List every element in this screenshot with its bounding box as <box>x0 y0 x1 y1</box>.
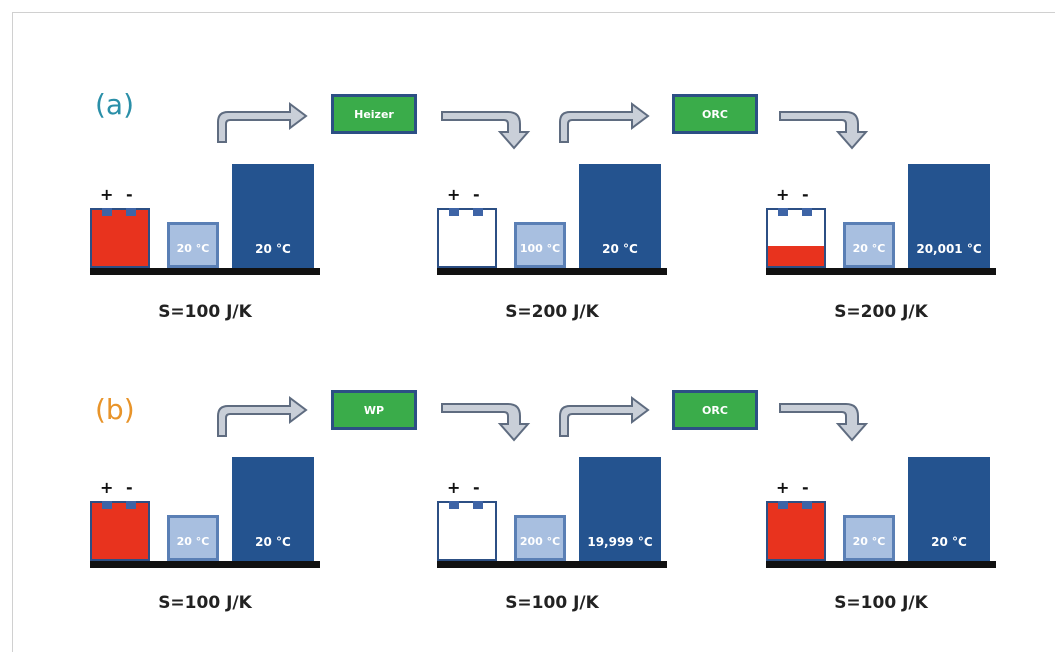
small-reservoir: 20 °C <box>167 222 219 268</box>
battery-terminal-minus <box>126 501 136 509</box>
minus-sign: - <box>802 185 809 204</box>
arrow-from-device-1 <box>441 403 531 442</box>
plus-sign: + <box>447 478 461 497</box>
minus-sign: - <box>126 185 133 204</box>
minus-sign: - <box>126 478 133 497</box>
big-reservoir: 19,999 °C <box>579 457 661 561</box>
small-reservoir: 200 °C <box>514 515 566 561</box>
big-reservoir: 20 °C <box>579 164 661 268</box>
entropy-a3: S=200 J/K <box>834 302 928 322</box>
big-reservoir: 20 °C <box>232 164 314 268</box>
stage-a2: + - 100 °C 20 °C <box>437 145 677 275</box>
arrow-to-device-2 <box>559 396 650 437</box>
plus-sign: + <box>100 478 114 497</box>
diagram-frame <box>12 12 1055 652</box>
stage-a3: + - 20 °C 20,001 °C <box>766 145 1006 275</box>
battery <box>437 208 497 268</box>
ground-line <box>766 561 996 568</box>
big-reservoir: 20 °C <box>232 457 314 561</box>
arrow-from-device-2 <box>779 111 869 150</box>
entropy-b3: S=100 J/K <box>834 593 928 613</box>
battery-terminal-plus <box>778 208 788 216</box>
battery <box>90 501 150 561</box>
device-wp: WP <box>331 390 417 430</box>
arrow-from-device-1 <box>441 111 531 150</box>
battery-charge-fill <box>92 210 148 266</box>
stage-b3: + - 20 °C 20 °C <box>766 438 1006 568</box>
entropy-a2: S=200 J/K <box>505 302 599 322</box>
plus-sign: + <box>776 478 790 497</box>
battery <box>90 208 150 268</box>
row-label-b: (b) <box>95 393 135 426</box>
plus-sign: + <box>447 185 461 204</box>
device-heizer: Heizer <box>331 94 417 134</box>
device-orc-a: ORC <box>672 94 758 134</box>
battery-terminal-plus <box>449 501 459 509</box>
entropy-b1: S=100 J/K <box>158 593 252 613</box>
battery <box>437 501 497 561</box>
battery-charge-fill <box>768 503 824 559</box>
battery-terminal-plus <box>778 501 788 509</box>
battery-terminal-minus <box>802 501 812 509</box>
stage-a1: + - 20 °C 20 °C <box>90 145 330 275</box>
big-reservoir: 20 °C <box>908 457 990 561</box>
row-a: (a) Heizer ORC + - 20 °C 20 °C S=100 J/K… <box>0 0 1055 322</box>
battery-terminal-plus <box>102 501 112 509</box>
battery <box>766 501 826 561</box>
device-orc-b: ORC <box>672 390 758 430</box>
ground-line <box>437 561 667 568</box>
stage-b2: + - 200 °C 19,999 °C <box>437 438 677 568</box>
arrow-from-device-2 <box>779 403 869 442</box>
small-reservoir: 20 °C <box>843 222 895 268</box>
small-reservoir: 20 °C <box>843 515 895 561</box>
ground-line <box>766 268 996 275</box>
minus-sign: - <box>473 185 480 204</box>
small-reservoir: 100 °C <box>514 222 566 268</box>
ground-line <box>90 268 320 275</box>
row-label-a: (a) <box>95 88 135 121</box>
arrow-to-device-2 <box>559 102 650 143</box>
entropy-b2: S=100 J/K <box>505 593 599 613</box>
ground-line <box>437 268 667 275</box>
minus-sign: - <box>802 478 809 497</box>
ground-line <box>90 561 320 568</box>
entropy-a1: S=100 J/K <box>158 302 252 322</box>
minus-sign: - <box>473 478 480 497</box>
arrow-to-device-1 <box>217 396 308 437</box>
big-reservoir: 20,001 °C <box>908 164 990 268</box>
battery-terminal-minus <box>473 501 483 509</box>
battery-terminal-plus <box>449 208 459 216</box>
small-reservoir: 20 °C <box>167 515 219 561</box>
arrow-to-device-1 <box>217 102 308 143</box>
battery <box>766 208 826 268</box>
plus-sign: + <box>776 185 790 204</box>
battery-terminal-plus <box>102 208 112 216</box>
battery-terminal-minus <box>126 208 136 216</box>
battery-terminal-minus <box>473 208 483 216</box>
stage-b1: + - 20 °C 20 °C <box>90 438 330 568</box>
plus-sign: + <box>100 185 114 204</box>
row-b: (b) WP ORC + - 20 °C 20 °C S=100 J/K + -… <box>0 0 1055 613</box>
battery-charge-fill <box>768 246 824 266</box>
battery-charge-fill <box>92 503 148 559</box>
battery-terminal-minus <box>802 208 812 216</box>
